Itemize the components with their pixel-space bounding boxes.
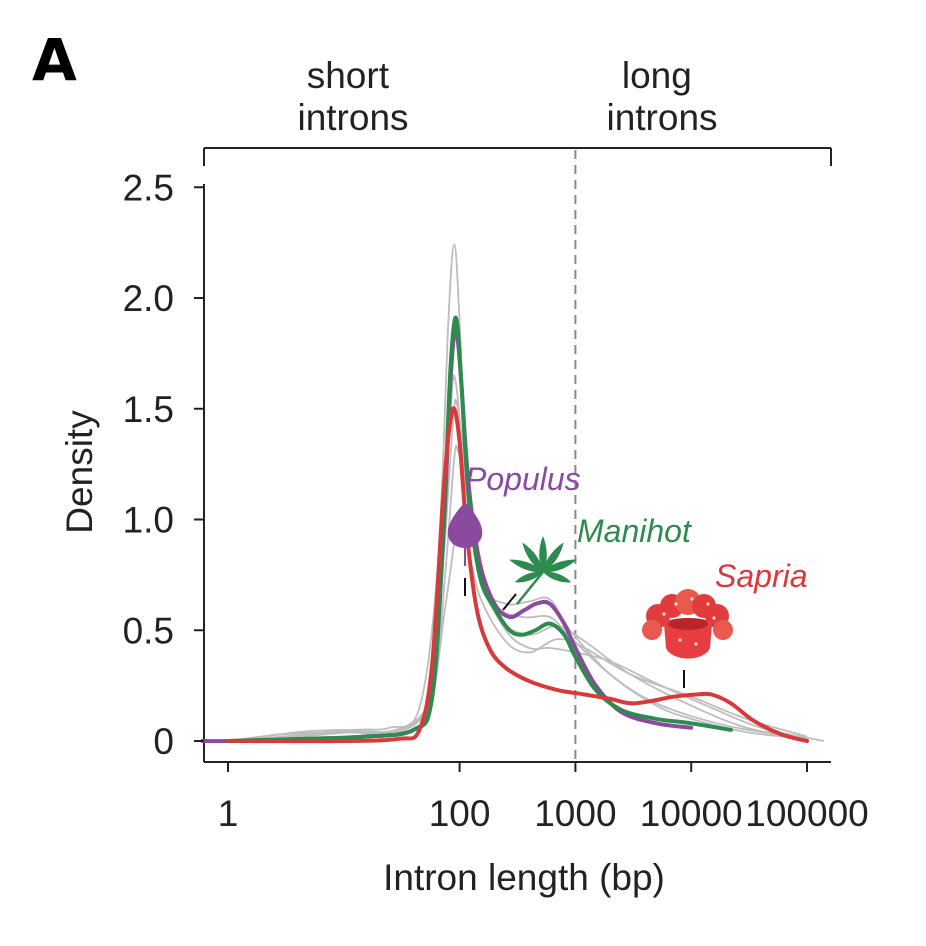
short-introns-label: short introns [297, 55, 408, 138]
x-tick-label: 100 [429, 793, 491, 834]
axes [203, 184, 831, 763]
long-introns-line-1: long [622, 55, 692, 96]
highlighted-species-layer [200, 315, 809, 744]
y-tick-label: 2.5 [123, 167, 174, 208]
sapria-density-line [226, 406, 809, 744]
intron-class-bracket [203, 147, 832, 166]
y-tick-label: 1.5 [123, 389, 174, 430]
sapria-label: Sapria [715, 558, 808, 594]
poplar-leaf-icon [447, 502, 483, 566]
x-axis-title: Intron length (bp) [383, 857, 665, 898]
panel-label: A [32, 26, 77, 94]
sapria-flower-icon [642, 589, 733, 659]
manihot-density-line [226, 315, 733, 743]
long-introns-line-2: introns [606, 97, 717, 138]
x-tick-label: 1 [218, 793, 239, 834]
cassava-leaf-icon [509, 536, 577, 605]
y-ticks: 0 0.5 1.0 1.5 2.0 2.5 [123, 167, 204, 762]
y-axis-title: Density [59, 410, 100, 534]
populus-label: Populus [465, 461, 581, 497]
x-ticks: 1 100 1000 10000 100000 [218, 762, 869, 834]
y-tick-label: 2.0 [123, 278, 174, 319]
manihot-label: Manihot [577, 513, 692, 549]
long-introns-label: long introns [606, 55, 717, 138]
sapria-annotation: Sapria [642, 558, 808, 688]
short-introns-line-1: short [307, 55, 390, 96]
short-introns-line-2: introns [297, 97, 408, 138]
manihot-marker-tick [502, 593, 517, 611]
x-tick-label: 10000 [640, 793, 743, 834]
y-tick-label: 0 [153, 721, 174, 762]
y-tick-label: 1.0 [123, 500, 174, 541]
x-tick-label: 100000 [745, 793, 868, 834]
manihot-annotation: Manihot [502, 513, 692, 611]
y-tick-label: 0.5 [123, 610, 174, 651]
x-tick-label: 1000 [534, 793, 616, 834]
populus-annotation: Populus [447, 461, 581, 596]
